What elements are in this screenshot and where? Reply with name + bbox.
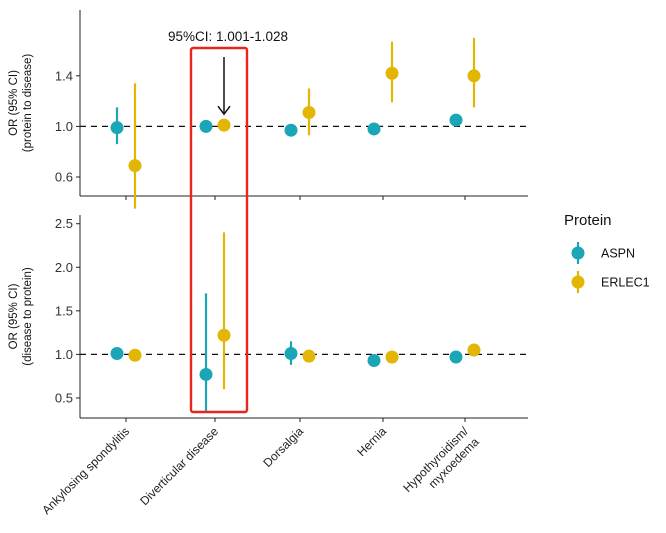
legend-title: Protein [564, 212, 612, 229]
point-erlec1 [217, 328, 231, 342]
y-tick-label: 0.5 [55, 390, 73, 405]
y-axis-title: OR (95% CI) [8, 70, 20, 136]
category-label: Dorsalgia [260, 424, 306, 470]
annotation-label: 95%CI: 1.001-1.028 [168, 29, 288, 44]
point-erlec1 [467, 343, 481, 357]
category-label-line: Hernia [354, 424, 389, 459]
point-erlec1 [302, 105, 316, 119]
legend: Protein ASPN ERLEC1 [564, 212, 650, 293]
point-aspn [284, 347, 298, 361]
category-label-line: Dorsalgia [260, 424, 306, 470]
y-tick-label: 2.0 [55, 260, 73, 275]
y-tick-label: 1.4 [55, 68, 73, 83]
category-label: Diverticular disease [137, 424, 221, 508]
point-erlec1 [217, 118, 231, 132]
y-axis-subtitle: (disease to protein) [22, 267, 34, 366]
category-label: Ankylosing spondylitis [39, 424, 132, 517]
point-aspn [449, 113, 463, 127]
panels: 0.61.01.4OR (95% CI) (protein to disease)… [8, 10, 528, 422]
point-erlec1 [467, 69, 481, 83]
legend-label-erlec1: ERLEC1 [601, 276, 650, 290]
annotation-arrow-head [217, 105, 231, 116]
point-aspn [110, 347, 124, 361]
point-erlec1 [385, 66, 399, 80]
panel-top: 0.6 1.0 1.4 OR (95% CI) (protein to disease) [8, 10, 528, 209]
point-erlec1 [128, 348, 142, 362]
legend-key-point-erlec1 [571, 275, 585, 289]
highlight-box [189, 46, 249, 414]
y-axis-subtitle: (protein to disease) [22, 54, 34, 153]
y-tick-label: 2.5 [55, 216, 73, 231]
category-label: Hernia [354, 424, 389, 459]
point-erlec1 [385, 350, 399, 364]
category-label-line: Diverticular disease [137, 424, 221, 508]
highlight: 95%CI: 1.001-1.028 [168, 29, 288, 414]
point-aspn [367, 122, 381, 136]
point-erlec1 [128, 159, 142, 173]
y-tick-label: 0.6 [55, 170, 73, 185]
point-aspn [284, 123, 298, 137]
category-label: Hypothyroidism/myxoedema [400, 424, 482, 506]
point-aspn [199, 119, 213, 133]
point-aspn [367, 353, 381, 367]
legend-label-aspn: ASPN [601, 247, 635, 261]
category-labels: Ankylosing spondylitis Diverticular disea… [39, 424, 482, 517]
y-tick-label: 1.5 [55, 303, 73, 318]
panel-bottom: 0.5 1.0 1.5 2.0 2.5 OR (95% CI) (disease to pr… [8, 215, 528, 422]
point-aspn [199, 367, 213, 381]
point-aspn [449, 350, 463, 364]
point-aspn [110, 121, 124, 135]
category-label-line: Ankylosing spondylitis [39, 424, 132, 517]
point-erlec1 [302, 349, 316, 363]
y-tick-label: 1.0 [55, 347, 73, 362]
legend-key-point-aspn [571, 246, 585, 260]
y-tick-label: 1.0 [55, 119, 73, 134]
y-axis-title: OR (95% CI) [8, 283, 20, 349]
